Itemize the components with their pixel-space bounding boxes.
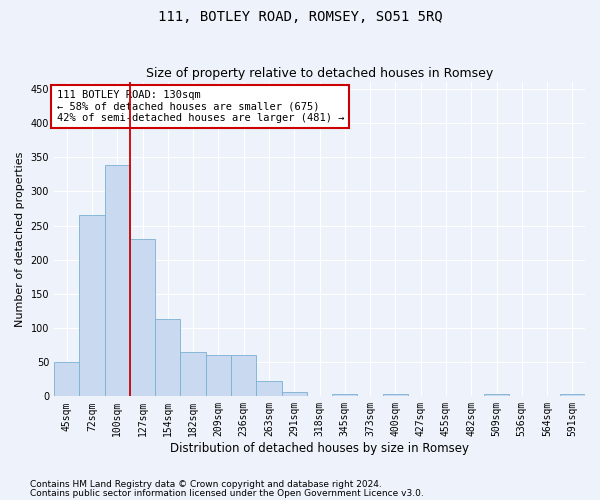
Bar [206,356,231,397]
Bar [256,380,281,396]
Bar [54,362,79,396]
Bar [155,319,181,396]
Bar [79,216,104,396]
Bar [560,394,585,396]
Text: 111, BOTLEY ROAD, ROMSEY, SO51 5RQ: 111, BOTLEY ROAD, ROMSEY, SO51 5RQ [158,10,442,24]
Bar [231,356,256,397]
Bar [332,394,358,396]
Bar [484,394,509,396]
Bar [130,239,155,396]
X-axis label: Distribution of detached houses by size in Romsey: Distribution of detached houses by size … [170,442,469,455]
Text: 111 BOTLEY ROAD: 130sqm
← 58% of detached houses are smaller (675)
42% of semi-d: 111 BOTLEY ROAD: 130sqm ← 58% of detache… [56,90,344,123]
Y-axis label: Number of detached properties: Number of detached properties [15,152,25,327]
Text: Contains HM Land Registry data © Crown copyright and database right 2024.: Contains HM Land Registry data © Crown c… [30,480,382,489]
Bar [383,394,408,396]
Bar [104,166,130,396]
Bar [281,392,307,396]
Text: Contains public sector information licensed under the Open Government Licence v3: Contains public sector information licen… [30,489,424,498]
Bar [181,352,206,397]
Title: Size of property relative to detached houses in Romsey: Size of property relative to detached ho… [146,66,493,80]
